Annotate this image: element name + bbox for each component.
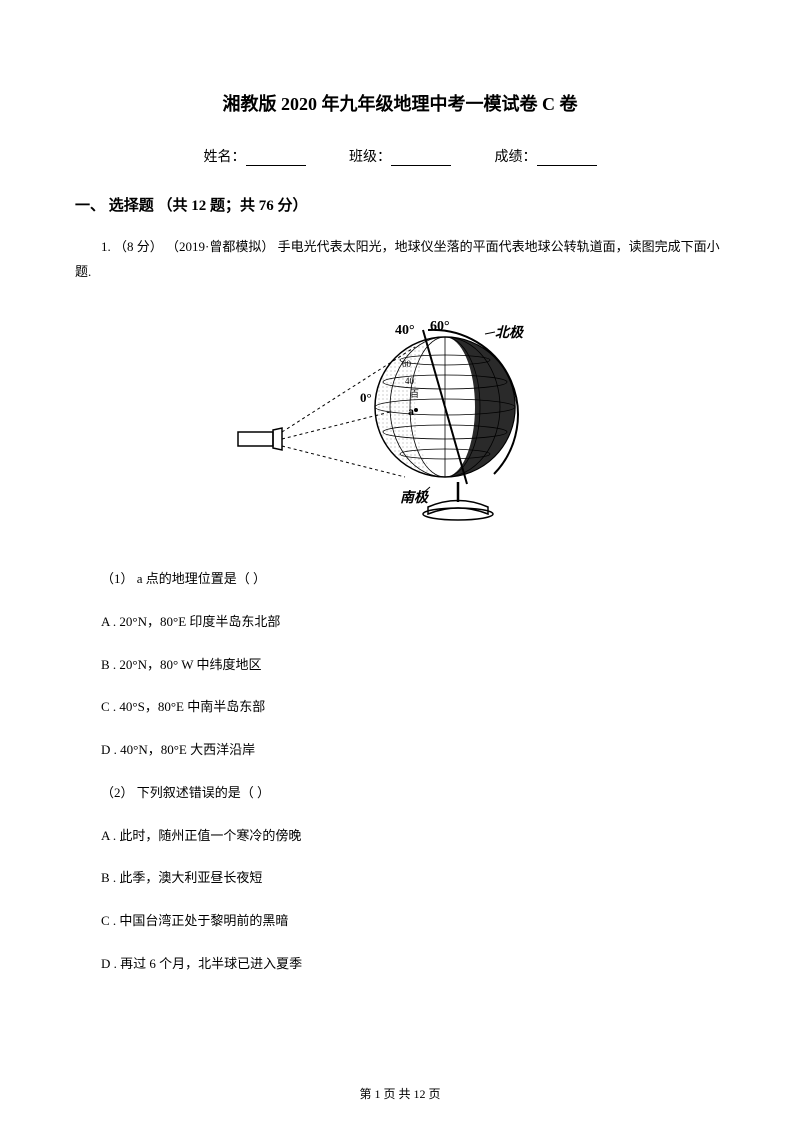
class-label: 班级：: [349, 150, 391, 165]
section-header: 一、 选择题 （共 12 题；共 76 分）: [75, 194, 725, 215]
label-60: 60°: [430, 319, 450, 334]
question-1-intro: 1. （8 分） （2019·曾都模拟） 手电光代表太阳光，地球仪坐落的平面代表…: [75, 235, 725, 284]
name-field: 姓名：: [204, 146, 306, 166]
score-field: 成绩：: [495, 146, 597, 166]
inner-40: 40: [405, 376, 415, 386]
name-underline: [246, 152, 306, 166]
q2-option-c: C . 中国台湾正处于黎明前的黑暗: [75, 909, 725, 934]
exam-title: 湘教版 2020 年九年级地理中考一模试卷 C 卷: [75, 90, 725, 116]
globe-diagram: 40° 60° 北极 0° a 南极 60 40 百: [230, 302, 570, 537]
class-underline: [391, 152, 451, 166]
class-field: 班级：: [349, 146, 451, 166]
q1-option-c: C . 40°S，80°E 中南半岛东部: [75, 695, 725, 720]
label-north: 北极: [495, 324, 525, 341]
inner-text: 百: [410, 389, 419, 399]
q1-option-b: B . 20°N，80° W 中纬度地区: [75, 653, 725, 678]
label-zero: 0°: [360, 390, 372, 405]
q2-option-d: D . 再过 6 个月，北半球已进入夏季: [75, 952, 725, 977]
score-label: 成绩：: [495, 150, 537, 165]
globe-diagram-container: 40° 60° 北极 0° a 南极 60 40 百: [75, 302, 725, 537]
q2-option-a: A . 此时，随州正值一个寒冷的傍晚: [75, 824, 725, 849]
sub-question-1: （1） a 点的地理位置是（ ）: [75, 567, 725, 592]
student-info-row: 姓名： 班级： 成绩：: [75, 146, 725, 166]
score-underline: [537, 152, 597, 166]
q2-option-b: B . 此季，澳大利亚昼长夜短: [75, 866, 725, 891]
label-40: 40°: [395, 323, 415, 338]
sub-question-2: （2） 下列叙述错误的是（ ）: [75, 781, 725, 806]
q1-option-a: A . 20°N，80°E 印度半岛东北部: [75, 610, 725, 635]
q1-option-d: D . 40°N，80°E 大西洋沿岸: [75, 738, 725, 763]
inner-60: 60: [402, 359, 412, 369]
page-footer: 第 1 页 共 12 页: [0, 1085, 800, 1102]
label-a: a: [408, 404, 414, 418]
name-label: 姓名：: [204, 150, 246, 165]
